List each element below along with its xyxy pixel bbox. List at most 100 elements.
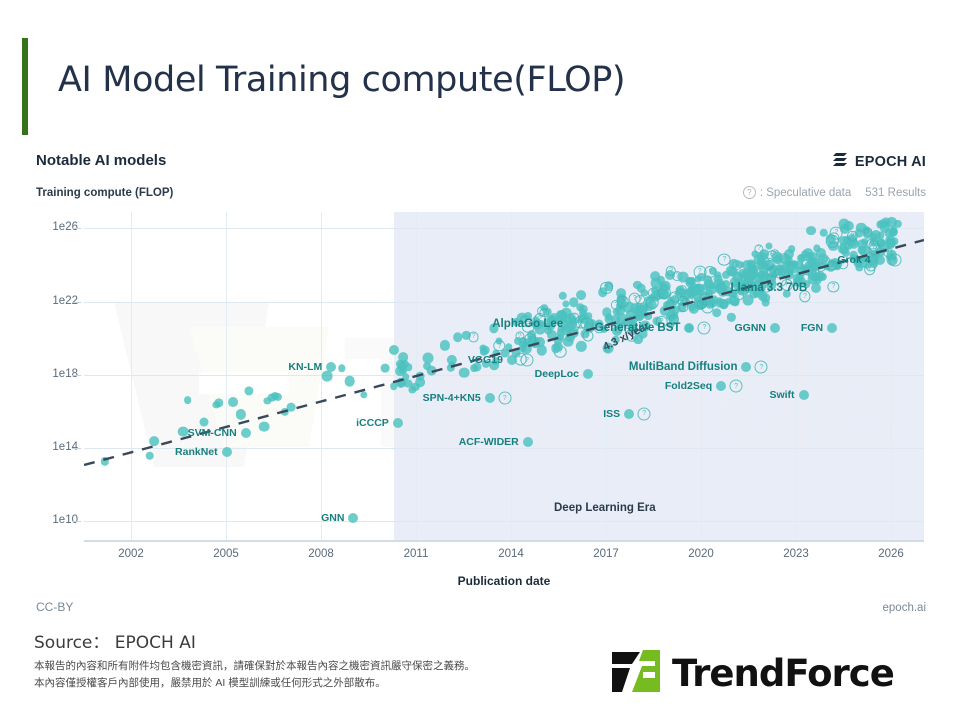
data-point[interactable] <box>844 220 855 232</box>
data-point[interactable] <box>854 228 864 238</box>
data-point[interactable] <box>554 336 563 345</box>
data-point[interactable] <box>635 303 643 312</box>
data-point-speculative[interactable] <box>498 391 512 405</box>
data-point-speculative[interactable] <box>468 331 479 343</box>
data-point[interactable] <box>522 436 533 447</box>
data-point[interactable] <box>819 228 829 237</box>
data-point-speculative[interactable] <box>718 253 731 267</box>
data-point[interactable] <box>422 353 434 364</box>
data-point[interactable] <box>395 366 406 376</box>
data-point[interactable] <box>583 369 593 380</box>
data-point[interactable] <box>687 302 696 311</box>
data-point[interactable] <box>893 219 903 229</box>
data-point[interactable] <box>790 260 799 269</box>
data-point[interactable] <box>827 322 838 333</box>
point-label: Generative BST <box>594 321 681 334</box>
data-point[interactable] <box>392 417 403 428</box>
data-point-speculative[interactable] <box>697 321 711 335</box>
data-point[interactable] <box>870 233 879 242</box>
data-point-speculative[interactable] <box>580 317 594 331</box>
data-point[interactable] <box>221 446 232 457</box>
data-point[interactable] <box>199 417 209 427</box>
data-point[interactable] <box>890 226 898 234</box>
data-point[interactable] <box>659 281 671 292</box>
data-point[interactable] <box>321 370 333 382</box>
data-point[interactable] <box>514 336 523 345</box>
data-point[interactable] <box>709 267 718 276</box>
data-point[interactable] <box>240 427 251 438</box>
data-point[interactable] <box>388 344 399 355</box>
data-point[interactable] <box>484 393 495 404</box>
data-point[interactable] <box>765 242 773 250</box>
data-point[interactable] <box>770 322 781 333</box>
data-point[interactable] <box>453 332 463 343</box>
data-point[interactable] <box>757 263 768 274</box>
data-point[interactable] <box>145 451 155 461</box>
data-point-speculative[interactable] <box>616 295 629 308</box>
data-point[interactable] <box>404 363 413 371</box>
data-point[interactable] <box>743 294 754 306</box>
data-point[interactable] <box>650 271 660 281</box>
data-point[interactable] <box>348 512 359 523</box>
data-point[interactable] <box>736 260 745 269</box>
data-point[interactable] <box>663 300 671 309</box>
data-point[interactable] <box>567 319 578 330</box>
data-point-speculative[interactable] <box>754 360 768 374</box>
disclaimer-line-1: 本報告的內容和所有附件均包含機密資訊，請確保對於本報告內容之機密資訊嚴守保密之義… <box>34 660 475 672</box>
data-point[interactable] <box>811 282 822 293</box>
data-point[interactable] <box>458 367 470 379</box>
data-point[interactable] <box>569 297 579 308</box>
point-label: ISS <box>603 407 621 420</box>
data-point[interactable] <box>426 365 438 376</box>
data-point[interactable] <box>326 362 337 373</box>
data-point[interactable] <box>506 355 517 366</box>
data-point-speculative[interactable] <box>888 253 902 267</box>
data-point[interactable] <box>713 278 725 290</box>
data-point[interactable] <box>787 245 796 253</box>
data-point[interactable] <box>183 396 192 405</box>
data-point[interactable] <box>884 228 895 238</box>
data-point[interactable] <box>227 397 238 408</box>
data-point[interactable] <box>258 421 270 432</box>
data-point[interactable] <box>415 371 425 381</box>
data-point[interactable] <box>725 265 737 277</box>
data-point[interactable] <box>807 256 816 265</box>
data-point-speculative[interactable] <box>826 260 838 272</box>
data-point[interactable] <box>684 322 695 333</box>
data-point[interactable] <box>716 381 727 392</box>
data-point[interactable] <box>888 239 897 248</box>
data-point[interactable] <box>380 364 390 373</box>
data-point-speculative[interactable] <box>637 407 651 421</box>
data-point-speculative[interactable] <box>524 333 537 345</box>
data-point-speculative[interactable] <box>863 227 873 237</box>
data-point[interactable] <box>670 306 680 315</box>
data-point[interactable] <box>624 408 635 419</box>
gridline-vertical <box>606 212 607 540</box>
data-point[interactable] <box>344 375 355 387</box>
data-point-speculative[interactable] <box>520 353 534 367</box>
data-point[interactable] <box>647 301 657 310</box>
data-point-speculative[interactable] <box>729 379 743 393</box>
data-point[interactable] <box>878 218 888 229</box>
data-point[interactable] <box>806 225 816 236</box>
data-point[interactable] <box>798 389 809 400</box>
data-point[interactable] <box>783 269 794 280</box>
data-point-speculative[interactable] <box>697 298 708 309</box>
data-point-speculative[interactable] <box>582 330 594 342</box>
data-point[interactable] <box>815 248 826 259</box>
data-point[interactable] <box>741 362 752 373</box>
point-label: ACF-WIDER <box>458 435 519 448</box>
data-point[interactable] <box>677 287 686 296</box>
data-point[interactable] <box>886 217 897 228</box>
data-point[interactable] <box>839 223 850 235</box>
data-point[interactable] <box>504 343 513 352</box>
data-point[interactable] <box>396 377 406 387</box>
point-label: SPN-4+KN5 <box>422 392 481 405</box>
data-point[interactable] <box>874 255 885 266</box>
gridline-vertical <box>131 212 132 540</box>
data-point[interactable] <box>694 275 702 283</box>
data-point[interactable] <box>855 222 867 233</box>
data-point[interactable] <box>759 249 769 260</box>
data-point[interactable] <box>149 436 160 446</box>
data-point[interactable] <box>877 231 885 239</box>
